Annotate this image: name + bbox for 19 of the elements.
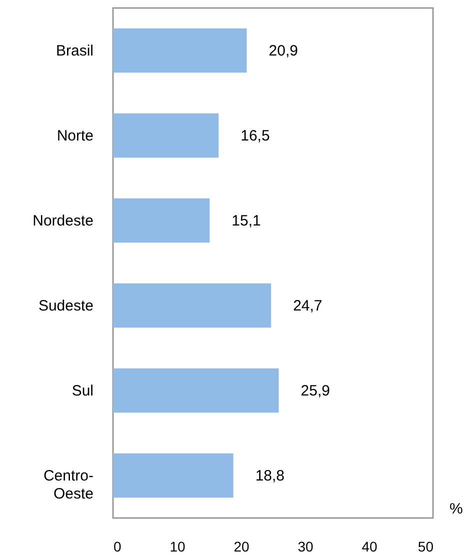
x-tick-label: 20 bbox=[234, 538, 250, 554]
y-tick-label: Norte bbox=[56, 128, 94, 144]
x-tick-label: 10 bbox=[170, 538, 186, 554]
data-label: 16,5 bbox=[240, 128, 270, 144]
x-axis-title: % bbox=[450, 500, 463, 518]
data-label: 24,7 bbox=[293, 298, 322, 314]
y-tick-label: Sul bbox=[72, 382, 94, 400]
x-tick-label: 40 bbox=[362, 538, 378, 554]
y-tick-label: Sudeste bbox=[38, 298, 94, 314]
x-tick-label: 0 bbox=[114, 538, 122, 554]
data-label: 20,9 bbox=[268, 42, 298, 60]
data-label: 18,8 bbox=[255, 468, 285, 484]
data-label: 15,1 bbox=[232, 212, 261, 230]
x-tick-label: 50 bbox=[418, 538, 434, 554]
y-tick-label: Brasil bbox=[56, 42, 94, 60]
x-tick-label: 30 bbox=[298, 538, 314, 554]
y-tick-label: Centro- Oeste bbox=[43, 468, 94, 502]
y-tick-label: Nordeste bbox=[32, 212, 94, 230]
data-label: 25,9 bbox=[300, 382, 330, 400]
